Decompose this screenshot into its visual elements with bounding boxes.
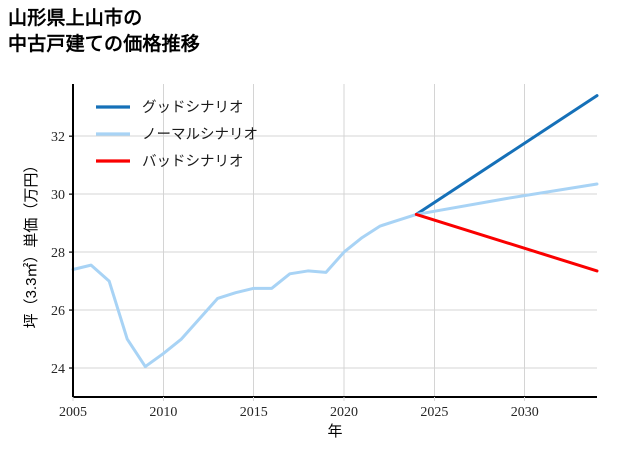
- series-line-2: [71, 182, 599, 369]
- y-tick-label: 30: [51, 188, 65, 203]
- x-tick-label: 2005: [59, 405, 87, 420]
- y-tick-label: 28: [51, 246, 65, 261]
- y-tick-label: 24: [51, 362, 65, 377]
- y-axis-tick-labels: 24 26 28 30 32: [51, 130, 73, 377]
- series-line-1: [414, 94, 599, 216]
- y-tick-label: 32: [51, 130, 65, 145]
- series-line-3: [414, 212, 599, 273]
- x-tick-label: 2030: [511, 405, 539, 420]
- x-axis-title: 年: [327, 423, 342, 440]
- x-tick-label: 2015: [240, 405, 268, 420]
- page-title: 山形県上山市の 中古戸建ての価格推移: [8, 8, 201, 56]
- legend-label-1: グッドシナリオ: [142, 99, 244, 116]
- y-tick-label: 26: [51, 304, 65, 319]
- legend-label-2: ノーマルシナリオ: [142, 127, 258, 143]
- x-axis-tick-labels: 2005 2010 2015 2020 2025 2030: [59, 397, 539, 420]
- legend-label-3: バッドシナリオ: [142, 154, 244, 170]
- y-axis-title: 坪（3.3㎡）単価（万円）: [23, 158, 40, 329]
- series-lines: [71, 94, 599, 369]
- grid-lines: [72, 84, 597, 397]
- x-tick-label: 2010: [149, 405, 177, 420]
- x-tick-label: 2025: [420, 405, 448, 420]
- x-tick-label: 2020: [330, 405, 358, 420]
